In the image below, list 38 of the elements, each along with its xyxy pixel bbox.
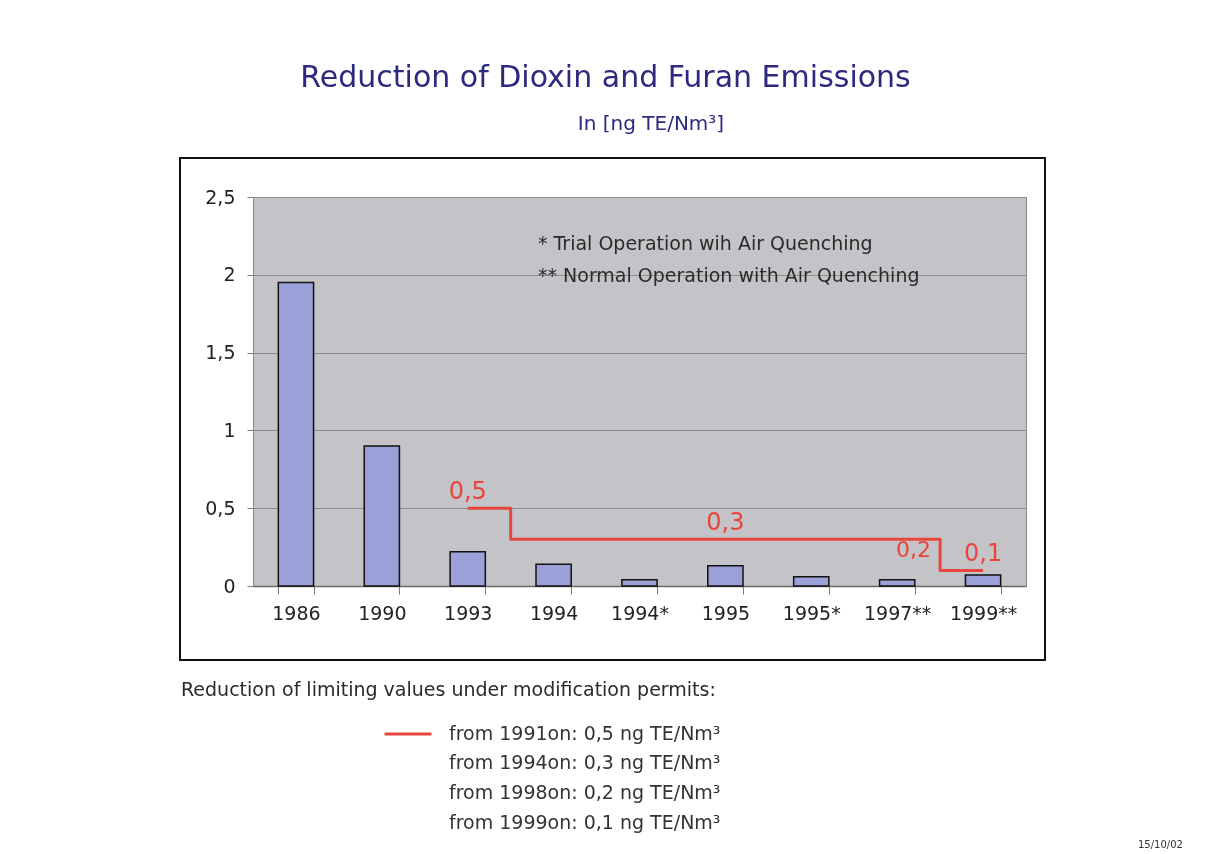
text: from 1999on: 0,1 ng TE/Nm³ xyxy=(449,811,721,833)
bar xyxy=(707,565,744,587)
x-tick-label: 1990 xyxy=(358,601,407,624)
bar xyxy=(792,575,830,587)
x-tick-label: 1994 xyxy=(529,601,579,624)
x-tick-label: 1994* xyxy=(611,601,669,624)
text: from 1994on: 0,3 ng TE/Nm³ xyxy=(449,751,721,773)
bar xyxy=(277,281,315,587)
data-label: 0,3 xyxy=(706,508,745,537)
bar xyxy=(621,579,658,587)
bar xyxy=(535,563,572,587)
y-tick-label: 0 xyxy=(223,574,236,597)
y-tick-label: 1 xyxy=(223,418,236,441)
bar xyxy=(878,579,916,587)
chart-subtitle: In [ng TE/Nm³] xyxy=(577,111,725,135)
annotation: ** Normal Operation with Air Quenching xyxy=(538,264,920,286)
text: Reduction of limiting values under modification permits: xyxy=(181,678,716,700)
x-tick-label: 1997** xyxy=(863,601,932,624)
y-tick-label: 0,5 xyxy=(205,496,236,519)
x-tick-label: 1993 xyxy=(444,601,493,624)
data-label: 0,1 xyxy=(963,539,1003,568)
y-tick-label: 2 xyxy=(223,263,236,286)
annotation: * Trial Operation wih Air Quenching xyxy=(538,232,873,254)
text: 15/10/02 xyxy=(1138,839,1183,850)
bar xyxy=(449,551,487,587)
legend-label: from 1991on: 0,5 ng TE/Nm³ xyxy=(449,722,721,744)
y-tick-label: 1,5 xyxy=(205,341,236,364)
x-tick-label: 1995 xyxy=(701,601,751,624)
x-tick-label: 1999** xyxy=(949,601,1018,624)
x-tick-label: 1986 xyxy=(272,601,321,624)
bar xyxy=(964,574,1002,587)
chart-title: Reduction of Dioxin and Furan Emissions xyxy=(300,59,911,94)
data-label: 0,5 xyxy=(448,477,487,506)
x-tick-label: 1995* xyxy=(782,601,841,624)
annotation: 0,2 xyxy=(896,537,932,562)
text: from 1998on: 0,2 ng TE/Nm³ xyxy=(449,781,721,803)
bar xyxy=(363,445,401,587)
y-tick-label: 2,5 xyxy=(205,185,236,208)
